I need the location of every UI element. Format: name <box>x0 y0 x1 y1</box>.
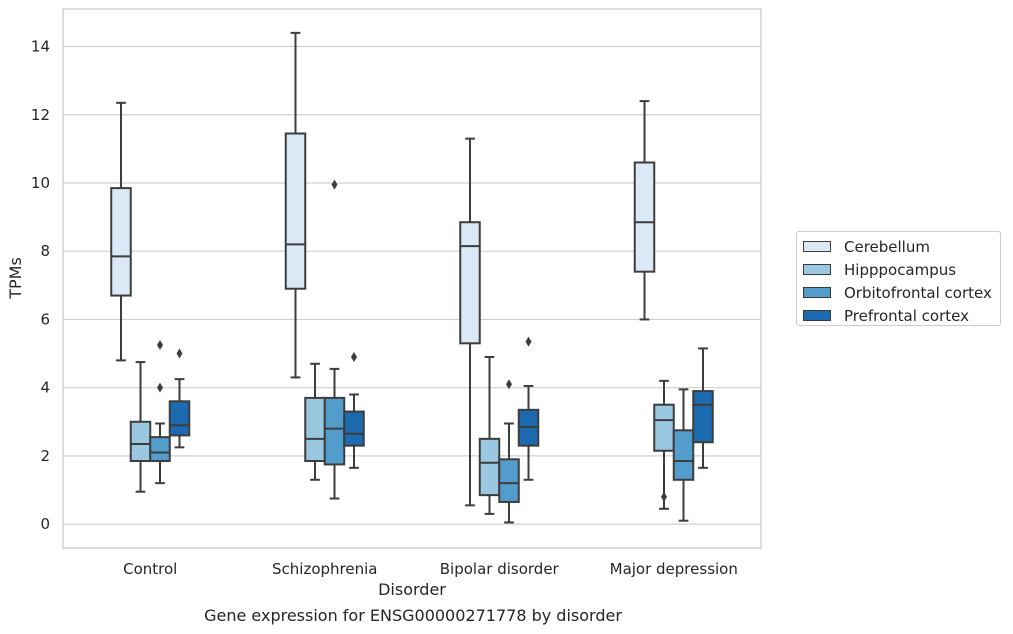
box-body <box>498 458 520 503</box>
box-body <box>110 187 132 297</box>
x-tick-label: Major depression <box>610 560 738 578</box>
x-tick-labels: Control Schizophrenia Bipolar disorder Majo… <box>123 560 738 578</box>
box-hipppocampus <box>304 362 326 481</box>
legend-label: Cerebellum <box>844 237 930 256</box>
box-body <box>284 132 307 290</box>
box-cerebellum <box>633 100 656 321</box>
box-cerebellum <box>110 101 132 362</box>
box-orbitofrontal-cortex <box>149 340 171 485</box>
box-prefrontal-cortex <box>343 351 365 469</box>
box-body <box>692 390 714 444</box>
box-prefrontal-cortex <box>517 336 540 481</box>
box-orbitofrontal-cortex <box>672 388 695 522</box>
box-body <box>168 400 191 437</box>
y-tick-label: 2 <box>40 447 50 465</box>
plot-area <box>62 8 762 549</box>
legend-label: Hipppocampus <box>844 260 957 279</box>
y-tick-label: 14 <box>31 38 50 56</box>
legend-item: Orbitofrontal cortex <box>803 281 1000 304</box>
outlier-point <box>351 351 357 362</box>
box-cerebellum <box>459 137 481 507</box>
y-tick-label: 12 <box>31 106 50 124</box>
outlier-point <box>506 379 512 390</box>
outlier-point <box>661 491 667 502</box>
x-tick-label: Schizophrenia <box>272 560 377 578</box>
box-body <box>323 396 346 466</box>
x-tick-label: Bipolar disorder <box>440 560 560 578</box>
legend-item: Cerebellum <box>803 235 1000 258</box>
box-prefrontal-cortex <box>692 347 714 469</box>
box-body <box>672 429 695 481</box>
box-groups <box>110 31 714 524</box>
legend-swatch <box>803 264 831 275</box>
box-body <box>343 410 365 447</box>
y-tick-label: 4 <box>40 379 50 397</box>
x-tick-label: Control <box>123 560 177 578</box>
x-axis-label: Disorder <box>378 580 446 599</box>
y-axis-label: TPMs <box>6 257 25 300</box>
box-body <box>459 221 481 345</box>
outlier-point <box>331 179 338 190</box>
legend-swatch <box>803 287 831 298</box>
outlier-point <box>176 348 183 359</box>
box-body <box>304 396 326 463</box>
box-orbitofrontal-cortex <box>498 379 520 524</box>
legend-label: Orbitofrontal cortex <box>844 283 992 302</box>
box-body <box>653 403 675 452</box>
legend-label: Prefrontal cortex <box>844 306 969 325</box>
chart-caption: Gene expression for ENSG00000271778 by d… <box>204 606 622 625</box>
outlier-point <box>525 336 532 347</box>
y-tick-label: 8 <box>40 242 50 260</box>
y-tick-label: 10 <box>31 174 50 192</box>
legend: Cerebellum Hipppocampus Orbitofrontal cort… <box>796 231 1001 326</box>
box-hipppocampus <box>653 379 675 510</box>
y-tick-label: 6 <box>40 310 50 328</box>
box-body <box>478 437 501 497</box>
box-body <box>129 420 152 463</box>
y-tick-label: 0 <box>40 515 50 533</box>
box-cerebellum <box>284 31 307 379</box>
legend-item: Prefrontal cortex <box>803 304 1000 327</box>
y-tick-labels: 0 2 4 6 8 10 12 14 <box>31 38 50 534</box>
legend-item: Hipppocampus <box>803 258 1000 281</box>
outlier-point <box>157 382 163 393</box>
box-body <box>633 161 656 273</box>
legend-swatch <box>803 310 831 321</box>
box-prefrontal-cortex <box>168 348 191 449</box>
outlier-point <box>157 340 163 351</box>
box-body <box>149 436 171 463</box>
legend-swatch <box>803 241 831 252</box>
